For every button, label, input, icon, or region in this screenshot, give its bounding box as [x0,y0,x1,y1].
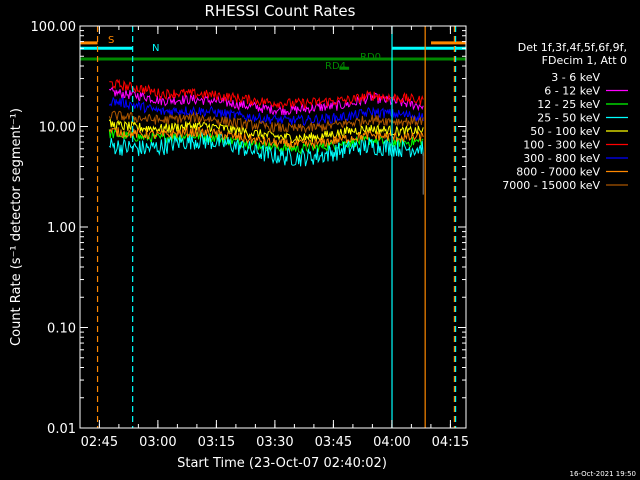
x-tick-label: 03:45 [315,435,352,450]
y-tick-label: 0.10 [47,322,76,337]
series-line [109,78,424,110]
series-layer [108,78,424,195]
legend-entry: 7000 - 15000 keV [502,179,600,192]
x-tick-label: 04:00 [373,435,410,450]
legend-entry: 100 - 300 keV [523,139,600,152]
flag-label: S [108,35,114,46]
legend-entry: 300 - 800 keV [523,152,600,165]
series-line [108,86,424,116]
series-line [108,118,424,144]
x-tick-label: 04:15 [432,435,469,450]
chart-title: RHESSI Count Rates [205,2,356,20]
x-tick-label: 03:15 [198,435,235,450]
flag-label: RD0 [360,52,381,63]
y-tick-label: 100.00 [31,20,77,35]
legend-entry: 6 - 12 keV [544,85,600,98]
y-tick-label: 1.00 [47,221,76,236]
series-line [108,139,424,175]
vertical-lines-layer [96,26,457,428]
legend: Det 1f,3f,4f,5f,6f,9f,FDecim 1, Att 0 3 -… [502,41,628,192]
y-axis-label: Count Rate (s⁻¹ detector segment⁻¹) [9,108,24,346]
series-line [108,110,424,134]
footer-date: 16-Oct-2021 19:50 [570,470,636,478]
legend-entry: 3 - 6 keV [551,71,600,84]
series-line [108,96,424,126]
legend-entry: 50 - 100 keV [530,125,600,138]
legend-header: FDecim 1, Att 0 [542,54,627,67]
x-tick-label: 02:45 [81,435,118,450]
flag-layer [80,41,467,70]
legend-entry: 12 - 25 keV [537,98,600,111]
x-tick-label: 03:30 [256,435,293,450]
series-line [108,126,424,150]
axes-layer: 100.00 10.00 1.00 0.10 0.01 02:45 03:00 03:15 03… [31,20,470,450]
flag-labels-layer: S N RD0 RD4 [108,35,381,72]
flag-label: N [152,43,159,54]
flag-label: RD4 [325,61,346,72]
legend-entry: 25 - 50 keV [537,112,600,125]
legend-entry: 800 - 7000 keV [516,166,600,179]
legend-header: Det 1f,3f,4f,5f,6f,9f, [518,41,627,54]
y-tick-label: 10.00 [39,121,76,136]
x-axis-label: Start Time (23-Oct-07 02:40:02) [177,456,387,471]
series-line [108,128,424,155]
y-tick-label: 0.01 [47,422,76,437]
series-line [108,132,424,167]
x-tick-label: 03:00 [139,435,176,450]
